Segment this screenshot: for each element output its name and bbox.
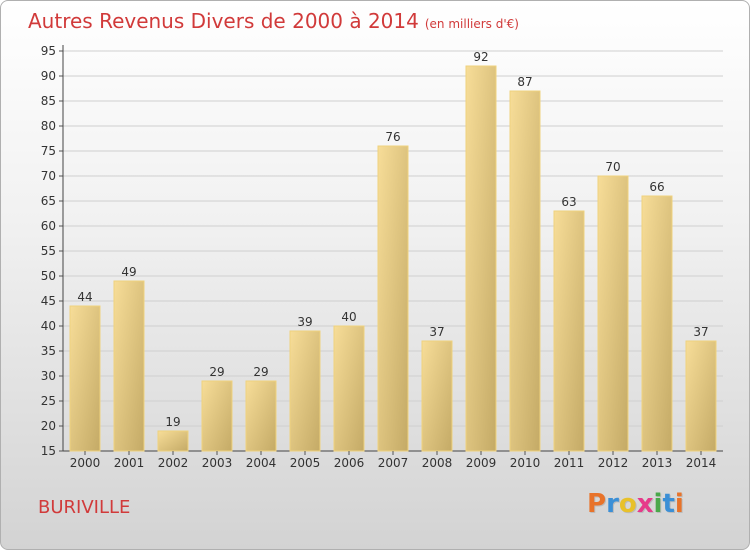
data-label: 92 bbox=[473, 50, 488, 64]
bar bbox=[641, 195, 673, 452]
y-tick-label: 25 bbox=[41, 394, 56, 408]
bar bbox=[597, 175, 629, 452]
x-tick-label: 2012 bbox=[598, 456, 629, 470]
bar bbox=[553, 210, 585, 452]
data-label: 76 bbox=[385, 130, 400, 144]
bar bbox=[289, 330, 321, 452]
y-tick-label: 80 bbox=[41, 119, 56, 133]
commune-name: BURIVILLE bbox=[38, 497, 131, 518]
y-tick-label: 20 bbox=[41, 419, 56, 433]
y-tick-label: 15 bbox=[41, 444, 56, 458]
x-tick-label: 2005 bbox=[290, 456, 321, 470]
x-tick-label: 2014 bbox=[686, 456, 717, 470]
x-tick-label: 2008 bbox=[422, 456, 453, 470]
data-label: 87 bbox=[517, 75, 532, 89]
logo-letter: P bbox=[587, 489, 607, 519]
bar bbox=[421, 340, 453, 452]
data-label: 37 bbox=[693, 325, 708, 339]
y-tick-label: 45 bbox=[41, 294, 56, 308]
data-label: 49 bbox=[121, 265, 136, 279]
x-tick-label: 2006 bbox=[334, 456, 365, 470]
logo-letter: r bbox=[606, 489, 619, 519]
x-tick-label: 2009 bbox=[466, 456, 497, 470]
y-tick-label: 30 bbox=[41, 369, 56, 383]
data-label: 70 bbox=[605, 160, 620, 174]
bar bbox=[113, 280, 145, 452]
x-tick-label: 2011 bbox=[554, 456, 585, 470]
x-tick-label: 2002 bbox=[158, 456, 189, 470]
chart-unit-note: (en milliers d'€) bbox=[424, 17, 519, 31]
y-tick-label: 40 bbox=[41, 319, 56, 333]
x-tick-label: 2013 bbox=[642, 456, 673, 470]
logo-letter: x bbox=[636, 489, 654, 519]
y-tick-label: 85 bbox=[41, 94, 56, 108]
chart-title-main: Autres Revenus Divers de 2000 à 2014 bbox=[28, 9, 419, 33]
x-tick-label: 2007 bbox=[378, 456, 409, 470]
y-tick-label: 90 bbox=[41, 69, 56, 83]
data-label: 44 bbox=[77, 290, 92, 304]
x-tick-label: 2001 bbox=[114, 456, 145, 470]
bar bbox=[245, 380, 277, 452]
y-tick-label: 65 bbox=[41, 194, 56, 208]
data-label: 40 bbox=[341, 310, 356, 324]
x-tick-label: 2000 bbox=[70, 456, 101, 470]
x-tick-label: 2003 bbox=[202, 456, 233, 470]
y-tick-label: 95 bbox=[41, 44, 56, 58]
x-tick-label: 2010 bbox=[510, 456, 541, 470]
proxiti-logo: Proxiti bbox=[587, 489, 684, 519]
data-label: 63 bbox=[561, 195, 576, 209]
logo-letter: o bbox=[618, 489, 637, 519]
y-tick-label: 35 bbox=[41, 344, 56, 358]
data-label: 29 bbox=[253, 365, 268, 379]
bar bbox=[69, 305, 101, 452]
y-tick-label: 75 bbox=[41, 144, 56, 158]
data-label: 37 bbox=[429, 325, 444, 339]
y-tick-label: 50 bbox=[41, 269, 56, 283]
bar bbox=[685, 340, 717, 452]
bar bbox=[201, 380, 233, 452]
y-tick-label: 70 bbox=[41, 169, 56, 183]
y-tick-label: 55 bbox=[41, 244, 56, 258]
bar bbox=[509, 90, 541, 452]
data-label: 19 bbox=[165, 415, 180, 429]
x-tick-label: 2004 bbox=[246, 456, 277, 470]
logo-letter: t bbox=[662, 489, 675, 519]
chart-title: Autres Revenus Divers de 2000 à 2014 (en … bbox=[28, 9, 519, 33]
data-label: 66 bbox=[649, 180, 664, 194]
bar bbox=[333, 325, 365, 452]
bar bbox=[377, 145, 409, 452]
data-label: 29 bbox=[209, 365, 224, 379]
bar bbox=[465, 65, 497, 452]
logo-letter: i bbox=[674, 489, 684, 519]
bar bbox=[157, 430, 189, 452]
data-label: 39 bbox=[297, 315, 312, 329]
logo-letter: i bbox=[653, 489, 663, 519]
y-tick-label: 60 bbox=[41, 219, 56, 233]
